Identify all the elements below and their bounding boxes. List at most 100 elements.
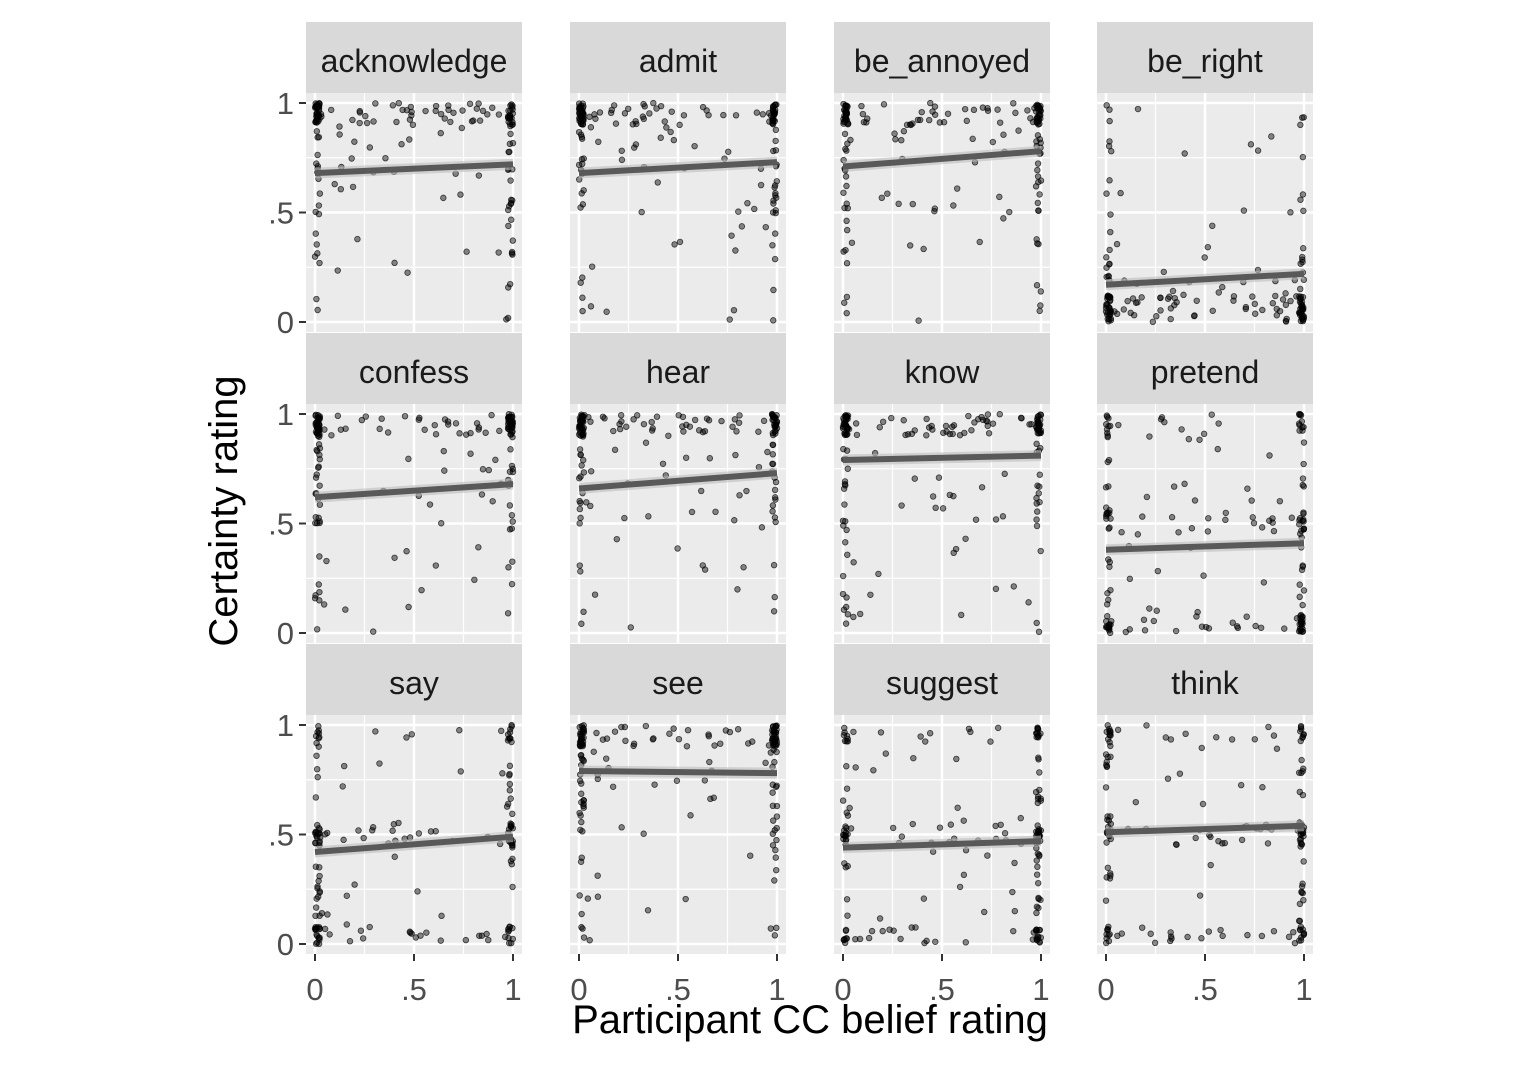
data-point	[1167, 736, 1175, 743]
data-point	[408, 731, 416, 738]
data-point	[1107, 422, 1114, 430]
data-point	[691, 416, 699, 424]
data-point	[1105, 556, 1112, 563]
data-point	[840, 835, 847, 843]
data-point	[1300, 460, 1307, 468]
data-point	[843, 785, 851, 792]
data-point	[316, 553, 323, 560]
data-point	[315, 464, 322, 471]
data-point	[1153, 607, 1160, 614]
data-point	[587, 502, 594, 510]
data-point	[976, 238, 983, 246]
data-point	[314, 250, 321, 257]
data-point	[1258, 524, 1266, 531]
data-point	[422, 107, 429, 115]
data-point	[1035, 424, 1043, 431]
data-point	[314, 418, 321, 425]
data-point	[844, 140, 851, 147]
data-point	[844, 430, 851, 438]
data-point	[313, 446, 320, 454]
data-point	[843, 260, 851, 267]
data-point	[1243, 613, 1250, 620]
data-point	[313, 241, 320, 248]
fit-line	[578, 470, 778, 492]
data-point	[1134, 105, 1142, 113]
data-point	[925, 116, 933, 124]
data-point	[509, 558, 516, 565]
data-point	[1300, 439, 1308, 446]
data-point	[1282, 290, 1289, 297]
data-point	[578, 739, 585, 746]
data-point	[1300, 114, 1307, 121]
data-point	[844, 103, 851, 111]
data-point	[1237, 781, 1245, 789]
data-point	[342, 425, 349, 432]
data-point	[575, 128, 583, 136]
data-point	[578, 818, 585, 826]
data-point	[929, 493, 937, 500]
data-point	[577, 514, 584, 522]
data-point	[984, 107, 992, 114]
data-point	[650, 99, 657, 107]
data-point	[1282, 317, 1290, 325]
data-point	[1215, 420, 1222, 427]
data-point	[316, 451, 323, 459]
data-point	[769, 441, 776, 448]
data-point	[978, 484, 986, 491]
data-point	[356, 107, 363, 115]
data-point	[336, 123, 343, 130]
data-point	[476, 932, 483, 939]
data-point	[578, 790, 585, 797]
data-point	[841, 939, 849, 947]
data-point	[984, 411, 992, 418]
data-point	[725, 148, 732, 155]
data-point	[646, 110, 653, 117]
data-point	[616, 425, 624, 433]
data-point	[579, 416, 586, 423]
data-point	[843, 293, 851, 301]
x-tick-label: 0	[570, 972, 587, 1007]
data-point	[508, 462, 516, 470]
point-layer	[576, 722, 781, 944]
data-point	[1115, 421, 1122, 429]
data-point	[772, 723, 780, 730]
data-point	[458, 124, 466, 132]
data-point	[770, 608, 778, 615]
data-point	[587, 418, 594, 425]
data-point	[772, 137, 779, 145]
data-point	[963, 117, 971, 125]
data-point	[1300, 765, 1307, 772]
data-point	[911, 475, 918, 482]
data-point	[736, 492, 743, 499]
data-point	[1035, 207, 1042, 214]
data-point	[922, 738, 929, 745]
data-point	[850, 559, 857, 566]
data-point	[1298, 883, 1306, 890]
facet-panel-know: know	[834, 333, 1050, 643]
data-point	[1104, 309, 1112, 316]
data-point	[1296, 593, 1303, 601]
data-point	[505, 423, 512, 431]
data-point	[1297, 411, 1304, 418]
data-point	[1106, 507, 1113, 514]
data-point	[1034, 482, 1041, 489]
data-point	[735, 419, 743, 426]
data-point	[1107, 211, 1114, 218]
point-layer	[839, 411, 1045, 636]
data-point	[508, 738, 515, 746]
strip-background	[570, 333, 786, 404]
data-point	[406, 136, 413, 143]
data-point	[507, 177, 514, 184]
data-point	[1105, 817, 1113, 824]
data-point	[1209, 222, 1216, 230]
data-point	[839, 572, 847, 580]
data-point	[906, 242, 914, 249]
data-point	[1297, 121, 1304, 129]
data-point	[1025, 599, 1032, 606]
data-point	[579, 433, 587, 440]
data-point	[1300, 516, 1307, 523]
data-point	[969, 135, 976, 143]
data-point	[772, 422, 779, 429]
x-tick-label: .5	[929, 972, 955, 1007]
data-point	[1036, 938, 1043, 945]
